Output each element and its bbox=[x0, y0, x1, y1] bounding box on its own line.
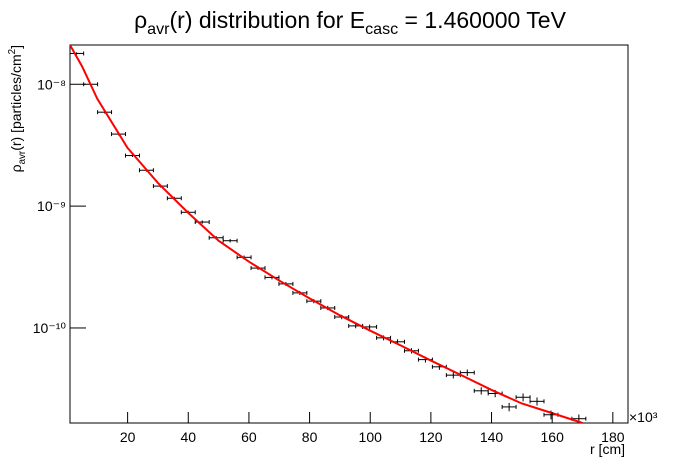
x-tick-label: 60 bbox=[241, 429, 257, 445]
data-point bbox=[70, 51, 85, 56]
data-point bbox=[473, 387, 489, 395]
x-exponent-label: ×10³ bbox=[629, 409, 658, 425]
fit-line bbox=[70, 45, 583, 423]
chart-title: ρavr(r) distribution for Ecasc = 1.46000… bbox=[134, 7, 567, 38]
y-tick-label: 10⁻⁸ bbox=[37, 76, 66, 92]
data-point bbox=[515, 393, 531, 402]
text-part: ρ bbox=[134, 7, 147, 33]
x-tick-label: 160 bbox=[541, 429, 565, 445]
x-tick-label: 80 bbox=[302, 429, 318, 445]
text-part: avr bbox=[17, 150, 28, 164]
y-axis-label: ρavr(r) [particles/cm2] bbox=[7, 45, 28, 172]
data-point bbox=[222, 238, 238, 243]
x-tick-label: 120 bbox=[419, 429, 443, 445]
plot-area bbox=[70, 45, 587, 423]
text-part: avr bbox=[147, 20, 170, 38]
text-part: 2 bbox=[7, 49, 18, 54]
x-tick-label: 40 bbox=[180, 429, 196, 445]
text-part: ρ bbox=[8, 164, 24, 172]
x-axis-label: r [cm] bbox=[590, 441, 625, 457]
x-tick-label: 100 bbox=[359, 429, 383, 445]
text-part: (r) distribution for E bbox=[170, 7, 366, 33]
y-tick-label: 10⁻¹⁰ bbox=[33, 320, 67, 336]
y-tick-label: 10⁻⁹ bbox=[37, 198, 66, 214]
x-tick-label: 180 bbox=[601, 429, 625, 445]
x-tick-label: 20 bbox=[120, 429, 136, 445]
data-point bbox=[529, 397, 545, 406]
plot-frame bbox=[69, 44, 629, 424]
text-part: ] bbox=[8, 45, 24, 49]
text-part: = 1.460000 TeV bbox=[398, 7, 566, 33]
data-point bbox=[501, 402, 517, 412]
x-tick-label: 140 bbox=[480, 429, 504, 445]
text-part: (r) [particles/cm bbox=[8, 54, 24, 150]
text-part: casc bbox=[365, 20, 398, 38]
